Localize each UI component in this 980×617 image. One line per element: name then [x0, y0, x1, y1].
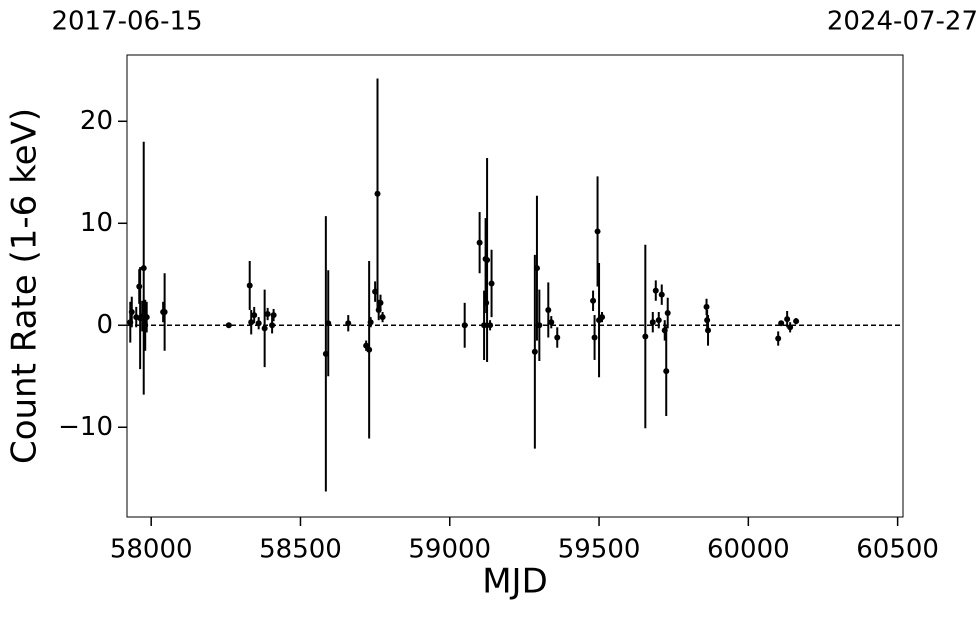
data-point — [225, 322, 232, 329]
y-tick-label: 10 — [80, 208, 113, 238]
data-point — [793, 318, 800, 325]
data-point — [554, 334, 561, 341]
data-point — [533, 265, 540, 272]
data-point — [655, 317, 662, 324]
data-point — [476, 239, 483, 246]
data-point — [664, 310, 671, 317]
data-point — [264, 311, 271, 318]
data-point — [652, 287, 659, 294]
data-point — [379, 314, 386, 321]
x-tick-label: 59000 — [408, 535, 491, 565]
data-point — [255, 320, 262, 327]
data-point — [246, 282, 253, 289]
data-point — [591, 334, 598, 341]
x-tick-label: 60000 — [707, 535, 790, 565]
data-point — [248, 319, 255, 326]
y-tick-label: 20 — [80, 106, 113, 136]
x-axis-label: MJD — [482, 562, 548, 602]
data-point — [143, 314, 150, 321]
data-point — [325, 320, 332, 327]
data-point — [775, 335, 782, 342]
data-point — [367, 319, 374, 326]
data-point — [161, 309, 168, 316]
data-point — [128, 309, 135, 316]
x-tick-label: 60500 — [856, 535, 939, 565]
data-point — [649, 319, 656, 326]
data-point — [705, 327, 712, 334]
data-point — [548, 319, 555, 326]
x-tick-label: 58000 — [110, 535, 193, 565]
data-point — [488, 280, 495, 287]
data-point — [487, 322, 494, 329]
data-point — [703, 303, 710, 310]
x-tick-label: 59500 — [558, 535, 641, 565]
data-point — [377, 299, 384, 306]
data-point — [594, 228, 601, 235]
y-tick-label: 0 — [96, 310, 113, 340]
data-point — [140, 265, 147, 272]
data-point — [251, 312, 258, 319]
data-point — [484, 256, 491, 263]
y-tick-label: −10 — [58, 412, 113, 442]
data-point — [787, 324, 794, 331]
data-point — [461, 322, 468, 329]
data-point — [261, 325, 268, 332]
data-point — [345, 320, 352, 327]
data-point — [590, 297, 597, 304]
data-point — [269, 322, 276, 329]
data-point — [531, 348, 538, 355]
data-point — [545, 306, 552, 313]
x-tick-label: 58500 — [259, 535, 342, 565]
data-point — [536, 322, 543, 329]
top-date-label: 2017-06-15 — [51, 7, 202, 37]
data-point — [270, 312, 277, 319]
data-point — [663, 368, 670, 375]
data-point — [658, 291, 665, 298]
data-point — [599, 314, 606, 321]
data-point — [374, 190, 381, 197]
top-date-label: 2024-07-27 — [827, 7, 978, 37]
data-point — [481, 322, 488, 329]
plot-frame — [126, 54, 904, 518]
y-axis-label: Count Rate (1-6 keV) — [5, 108, 45, 464]
data-point — [784, 316, 791, 323]
data-point — [642, 333, 649, 340]
data-point — [366, 346, 373, 353]
data-point — [778, 320, 785, 327]
